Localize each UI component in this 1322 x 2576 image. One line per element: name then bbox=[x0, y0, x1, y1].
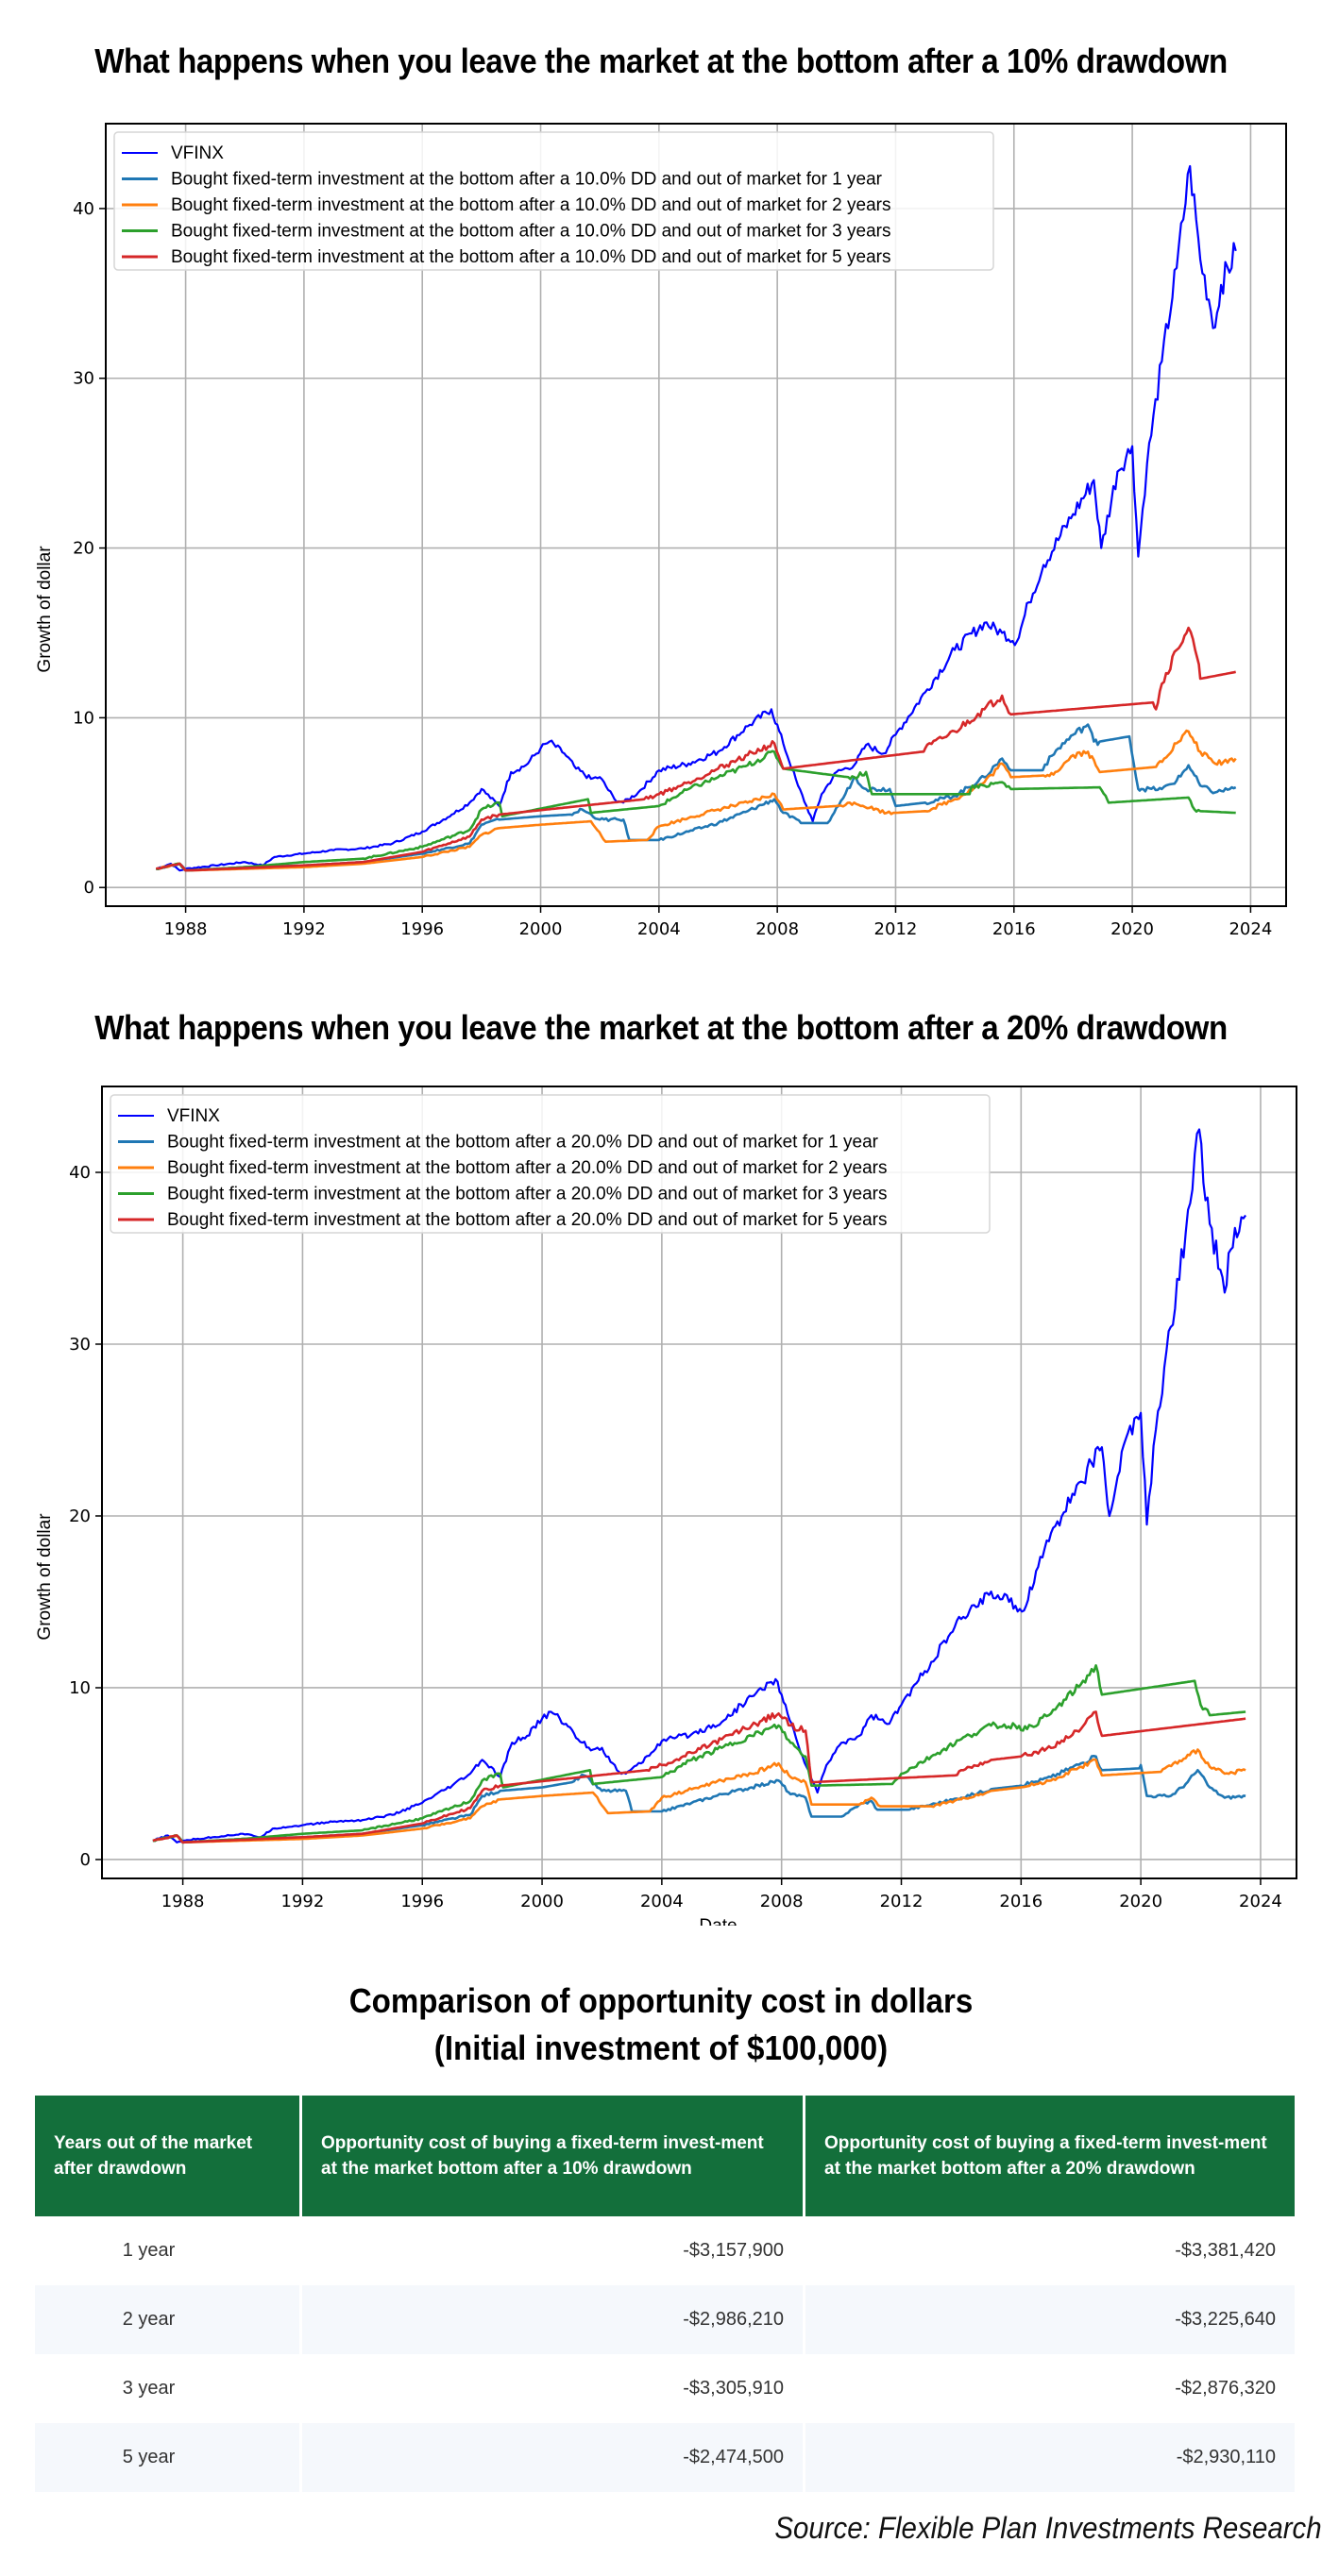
x-tick-label: 1996 bbox=[400, 919, 444, 939]
legend: VFINX Bought fixed-term investment at the… bbox=[110, 1094, 991, 1234]
chart-2-20pct-drawdown: 1988 1992 1996 2000 2004 2008 2012 2016 2020 2024… bbox=[35, 1086, 1297, 1926]
x-axis-label: Date bbox=[699, 1916, 737, 1926]
source-note: Source: Flexible Plan Investments Resear… bbox=[774, 2511, 1322, 2545]
legend-box bbox=[110, 1094, 991, 1234]
table-header-row: Years out of the market after drawdown O… bbox=[35, 2096, 1295, 2216]
legend-entry-1: Bought fixed-term investment at the bott… bbox=[171, 170, 883, 190]
x-tick-label: 1992 bbox=[282, 919, 326, 939]
y-tick-label: 20 bbox=[73, 539, 94, 559]
x-tick-label: 2024 bbox=[1229, 919, 1272, 939]
x-tick-label: 2016 bbox=[992, 919, 1036, 939]
legend-entry-0: VFINX bbox=[167, 1106, 220, 1126]
series-line-4 bbox=[152, 1710, 1246, 1844]
cell-years: 5 year bbox=[35, 2423, 299, 2492]
x-tick-label: 1992 bbox=[281, 1892, 325, 1911]
x-tick-label: 1996 bbox=[400, 1892, 444, 1911]
table-row: 3 year -$3,305,910 -$2,876,320 bbox=[35, 2354, 1295, 2423]
series-line-2 bbox=[156, 729, 1237, 872]
y-tick-label: 10 bbox=[73, 708, 94, 728]
opportunity-cost-table: Years out of the market after drawdown O… bbox=[32, 2096, 1297, 2492]
y-tick-label: 40 bbox=[73, 199, 94, 219]
y-tick-label: 40 bbox=[69, 1163, 91, 1183]
plot-frame bbox=[101, 1086, 1297, 1879]
chart-1-title: What happens when you leave the market a… bbox=[94, 42, 1228, 80]
cell-years: 1 year bbox=[122, 2240, 176, 2261]
legend-entry-3: Bought fixed-term investment at the bott… bbox=[167, 1185, 888, 1204]
cell-cost-20pct: -$2,930,110 bbox=[805, 2423, 1295, 2492]
header-cost-10pct: Opportunity cost of buying a fixed-term … bbox=[302, 2096, 803, 2216]
legend: VFINX Bought fixed-term investment at the… bbox=[113, 131, 994, 271]
y-tick-label: 20 bbox=[69, 1507, 91, 1526]
series-line-0 bbox=[152, 1128, 1246, 1844]
series-line-2 bbox=[152, 1748, 1246, 1844]
chart-1-10pct-drawdown: 1988 1992 1996 2000 2004 2008 2012 2016 2020 2024… bbox=[35, 123, 1287, 939]
series-line-1 bbox=[152, 1754, 1246, 1844]
x-tick-label: 2000 bbox=[520, 1892, 564, 1911]
x-tick-label: 2016 bbox=[999, 1892, 1042, 1911]
table-title-line1: Comparison of opportunity cost in dollar… bbox=[348, 1981, 974, 2020]
x-tick-label: 2020 bbox=[1110, 919, 1154, 939]
header-cost-20pct: Opportunity cost of buying a fixed-term … bbox=[805, 2096, 1295, 2216]
table-row: 5 year -$2,474,500 -$2,930,110 bbox=[35, 2423, 1295, 2492]
y-tick-label: 30 bbox=[73, 369, 94, 389]
x-tick-label: 2004 bbox=[637, 919, 681, 939]
chart-2-title: What happens when you leave the market a… bbox=[94, 1008, 1228, 1047]
series-line-3 bbox=[156, 749, 1236, 872]
series-line-1 bbox=[156, 723, 1237, 872]
plot-frame bbox=[105, 123, 1287, 907]
cell-cost-10pct: -$3,305,910 bbox=[683, 2378, 784, 2399]
legend-entry-2: Bought fixed-term investment at the bott… bbox=[167, 1158, 888, 1178]
legend-entry-0: VFINX bbox=[171, 143, 224, 163]
y-tick-label: 0 bbox=[80, 1850, 91, 1870]
x-tick-label: 2008 bbox=[755, 919, 799, 939]
table-row: 2 year -$2,986,210 -$3,225,640 bbox=[35, 2285, 1295, 2354]
table-title: Comparison of opportunity cost in dollar… bbox=[53, 1978, 1269, 2072]
header-years-out: Years out of the market after drawdown bbox=[35, 2096, 299, 2216]
x-tick-label: 2012 bbox=[874, 919, 918, 939]
y-tick-label: 0 bbox=[84, 878, 94, 898]
x-tick-label: 1988 bbox=[164, 919, 208, 939]
x-tick-label: 1988 bbox=[161, 1892, 205, 1911]
y-tick-label: 10 bbox=[69, 1678, 91, 1698]
cell-cost-20pct: -$3,225,640 bbox=[805, 2285, 1295, 2354]
y-axis-label: Growth of dollar bbox=[35, 546, 55, 673]
x-tick-label: 2004 bbox=[640, 1892, 684, 1911]
x-tick-label: 2000 bbox=[519, 919, 563, 939]
y-axis-label: Growth of dollar bbox=[35, 1513, 55, 1641]
series-line-4 bbox=[156, 626, 1236, 872]
x-tick-label: 2012 bbox=[880, 1892, 924, 1911]
table-row: 1 year -$3,157,900 -$3,381,420 bbox=[35, 2216, 1295, 2285]
cell-cost-10pct: -$2,986,210 bbox=[302, 2285, 803, 2354]
series-line-0 bbox=[155, 164, 1237, 872]
cell-cost-10pct: -$3,157,900 bbox=[683, 2240, 784, 2261]
cell-years: 2 year bbox=[35, 2285, 299, 2354]
x-tick-label: 2008 bbox=[760, 1892, 804, 1911]
legend-entry-4: Bought fixed-term investment at the bott… bbox=[167, 1210, 888, 1230]
legend-box bbox=[113, 131, 994, 271]
x-tick-label: 2020 bbox=[1119, 1892, 1162, 1911]
legend-entry-2: Bought fixed-term investment at the bott… bbox=[171, 195, 891, 215]
cell-cost-20pct: -$3,381,420 bbox=[1175, 2240, 1276, 2261]
cell-cost-20pct: -$2,876,320 bbox=[1175, 2378, 1276, 2399]
legend-entry-3: Bought fixed-term investment at the bott… bbox=[171, 222, 891, 242]
cell-cost-10pct: -$2,474,500 bbox=[302, 2423, 803, 2492]
legend-entry-4: Bought fixed-term investment at the bott… bbox=[171, 247, 891, 267]
x-tick-label: 2024 bbox=[1239, 1892, 1282, 1911]
series-line-3 bbox=[152, 1663, 1246, 1844]
cell-years: 3 year bbox=[122, 2378, 176, 2399]
table-title-line2: (Initial investment of $100,000) bbox=[433, 2029, 889, 2067]
y-tick-label: 30 bbox=[69, 1335, 91, 1355]
legend-entry-1: Bought fixed-term investment at the bott… bbox=[167, 1133, 879, 1153]
